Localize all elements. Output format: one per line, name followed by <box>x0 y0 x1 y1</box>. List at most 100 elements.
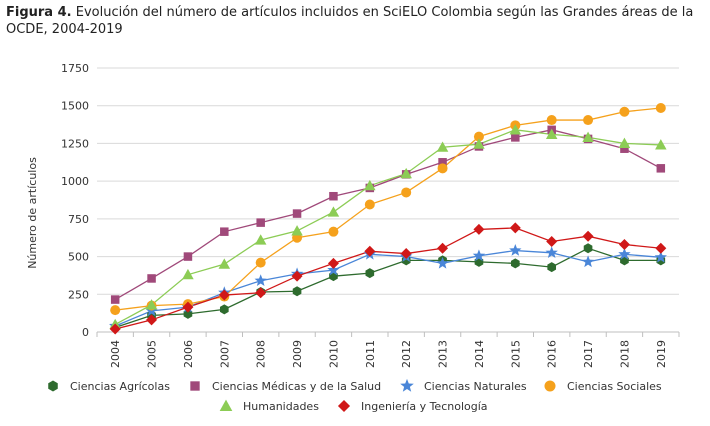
y-axis-label: Número de artículos <box>26 157 39 269</box>
data-point <box>437 163 448 174</box>
data-point <box>182 268 194 280</box>
data-point <box>145 299 158 310</box>
legend-label: Ciencias Sociales <box>567 380 662 393</box>
legend-label: Ciencias Médicas y de la Salud <box>212 380 381 393</box>
series-line <box>115 227 661 330</box>
legend-label: Humanidades <box>243 400 319 413</box>
data-point <box>472 249 486 262</box>
data-point <box>582 230 594 242</box>
data-point <box>511 133 520 142</box>
data-point <box>292 209 302 218</box>
data-point <box>581 255 595 268</box>
data-point <box>620 144 629 153</box>
data-point <box>254 274 267 286</box>
x-tick-label: 2016 <box>546 340 559 368</box>
data-point <box>546 235 558 247</box>
x-tick-label: 2007 <box>218 340 231 368</box>
data-point <box>509 244 522 256</box>
x-tick-label: 2011 <box>364 340 377 368</box>
data-point <box>365 268 375 279</box>
data-point <box>655 139 667 150</box>
data-point <box>656 164 666 173</box>
legend-label: Ciencias Agrícolas <box>70 380 170 393</box>
data-point <box>255 287 267 299</box>
data-point <box>473 131 484 142</box>
data-point <box>183 252 193 261</box>
data-point <box>436 256 449 269</box>
data-point <box>547 262 557 273</box>
data-point <box>509 124 522 135</box>
data-point <box>510 258 520 269</box>
data-point <box>655 102 666 113</box>
data-point <box>256 218 265 227</box>
legend-label: Ingeniería y Tecnología <box>361 400 488 413</box>
data-point <box>110 305 121 316</box>
data-point <box>364 199 375 210</box>
data-point <box>292 286 302 297</box>
data-point <box>110 295 120 304</box>
data-point <box>509 222 521 234</box>
x-tick-label: 2013 <box>437 340 450 368</box>
x-tick-label: 2015 <box>509 340 522 368</box>
y-tick-label: 1000 <box>61 175 89 188</box>
data-point <box>109 323 121 335</box>
x-tick-label: 2014 <box>473 340 486 368</box>
legend-marker <box>219 399 233 412</box>
data-point <box>218 258 231 269</box>
data-point <box>473 223 485 235</box>
y-tick-label: 1750 <box>61 62 89 75</box>
data-point <box>438 158 447 167</box>
data-point <box>147 274 156 283</box>
x-tick-label: 2008 <box>255 340 268 368</box>
data-point <box>364 179 376 191</box>
figure-caption: Figura 4. Evolución del número de artícu… <box>6 4 706 38</box>
x-tick-label: 2009 <box>291 340 304 368</box>
figure-label: Figura 4. <box>6 5 72 20</box>
series-line <box>114 249 661 327</box>
x-tick-label: 2005 <box>146 340 159 368</box>
y-tick-label: 250 <box>68 288 89 301</box>
data-point <box>219 304 229 315</box>
data-point <box>400 248 412 260</box>
y-tick-label: 0 <box>82 326 89 339</box>
data-point <box>582 131 594 142</box>
data-point <box>473 138 485 149</box>
data-point <box>183 308 193 319</box>
data-point <box>364 245 376 257</box>
data-point <box>655 242 667 254</box>
legend-marker <box>544 380 556 392</box>
data-point <box>400 167 412 179</box>
data-point <box>327 263 340 276</box>
data-point <box>436 141 449 152</box>
x-tick-label: 2018 <box>618 340 631 368</box>
data-point <box>291 225 303 236</box>
x-tick-label: 2010 <box>327 340 340 368</box>
data-point <box>218 289 230 301</box>
data-point <box>583 115 594 126</box>
data-point <box>182 301 194 313</box>
data-point <box>327 206 340 217</box>
data-point <box>545 246 558 259</box>
data-point <box>255 257 266 268</box>
legend-marker <box>400 378 414 392</box>
data-point <box>146 314 158 326</box>
series-line <box>115 107 661 311</box>
x-tick-label: 2019 <box>655 340 668 368</box>
data-point <box>329 191 338 201</box>
x-tick-label: 2012 <box>400 340 413 368</box>
y-tick-label: 1250 <box>61 137 89 150</box>
legend-marker <box>190 381 200 391</box>
x-tick-label: 2006 <box>182 340 195 368</box>
series-line <box>114 129 661 326</box>
data-point <box>618 239 630 251</box>
legend-label: Ciencias Naturales <box>424 380 527 393</box>
legend-marker <box>337 399 351 413</box>
y-tick-label: 750 <box>68 213 89 226</box>
series-line <box>114 129 662 301</box>
data-point <box>546 115 557 126</box>
figure-title: Evolución del número de artículos inclui… <box>6 5 694 37</box>
x-tick-label: 2004 <box>109 340 122 368</box>
data-point <box>291 270 303 282</box>
data-point <box>327 257 339 269</box>
